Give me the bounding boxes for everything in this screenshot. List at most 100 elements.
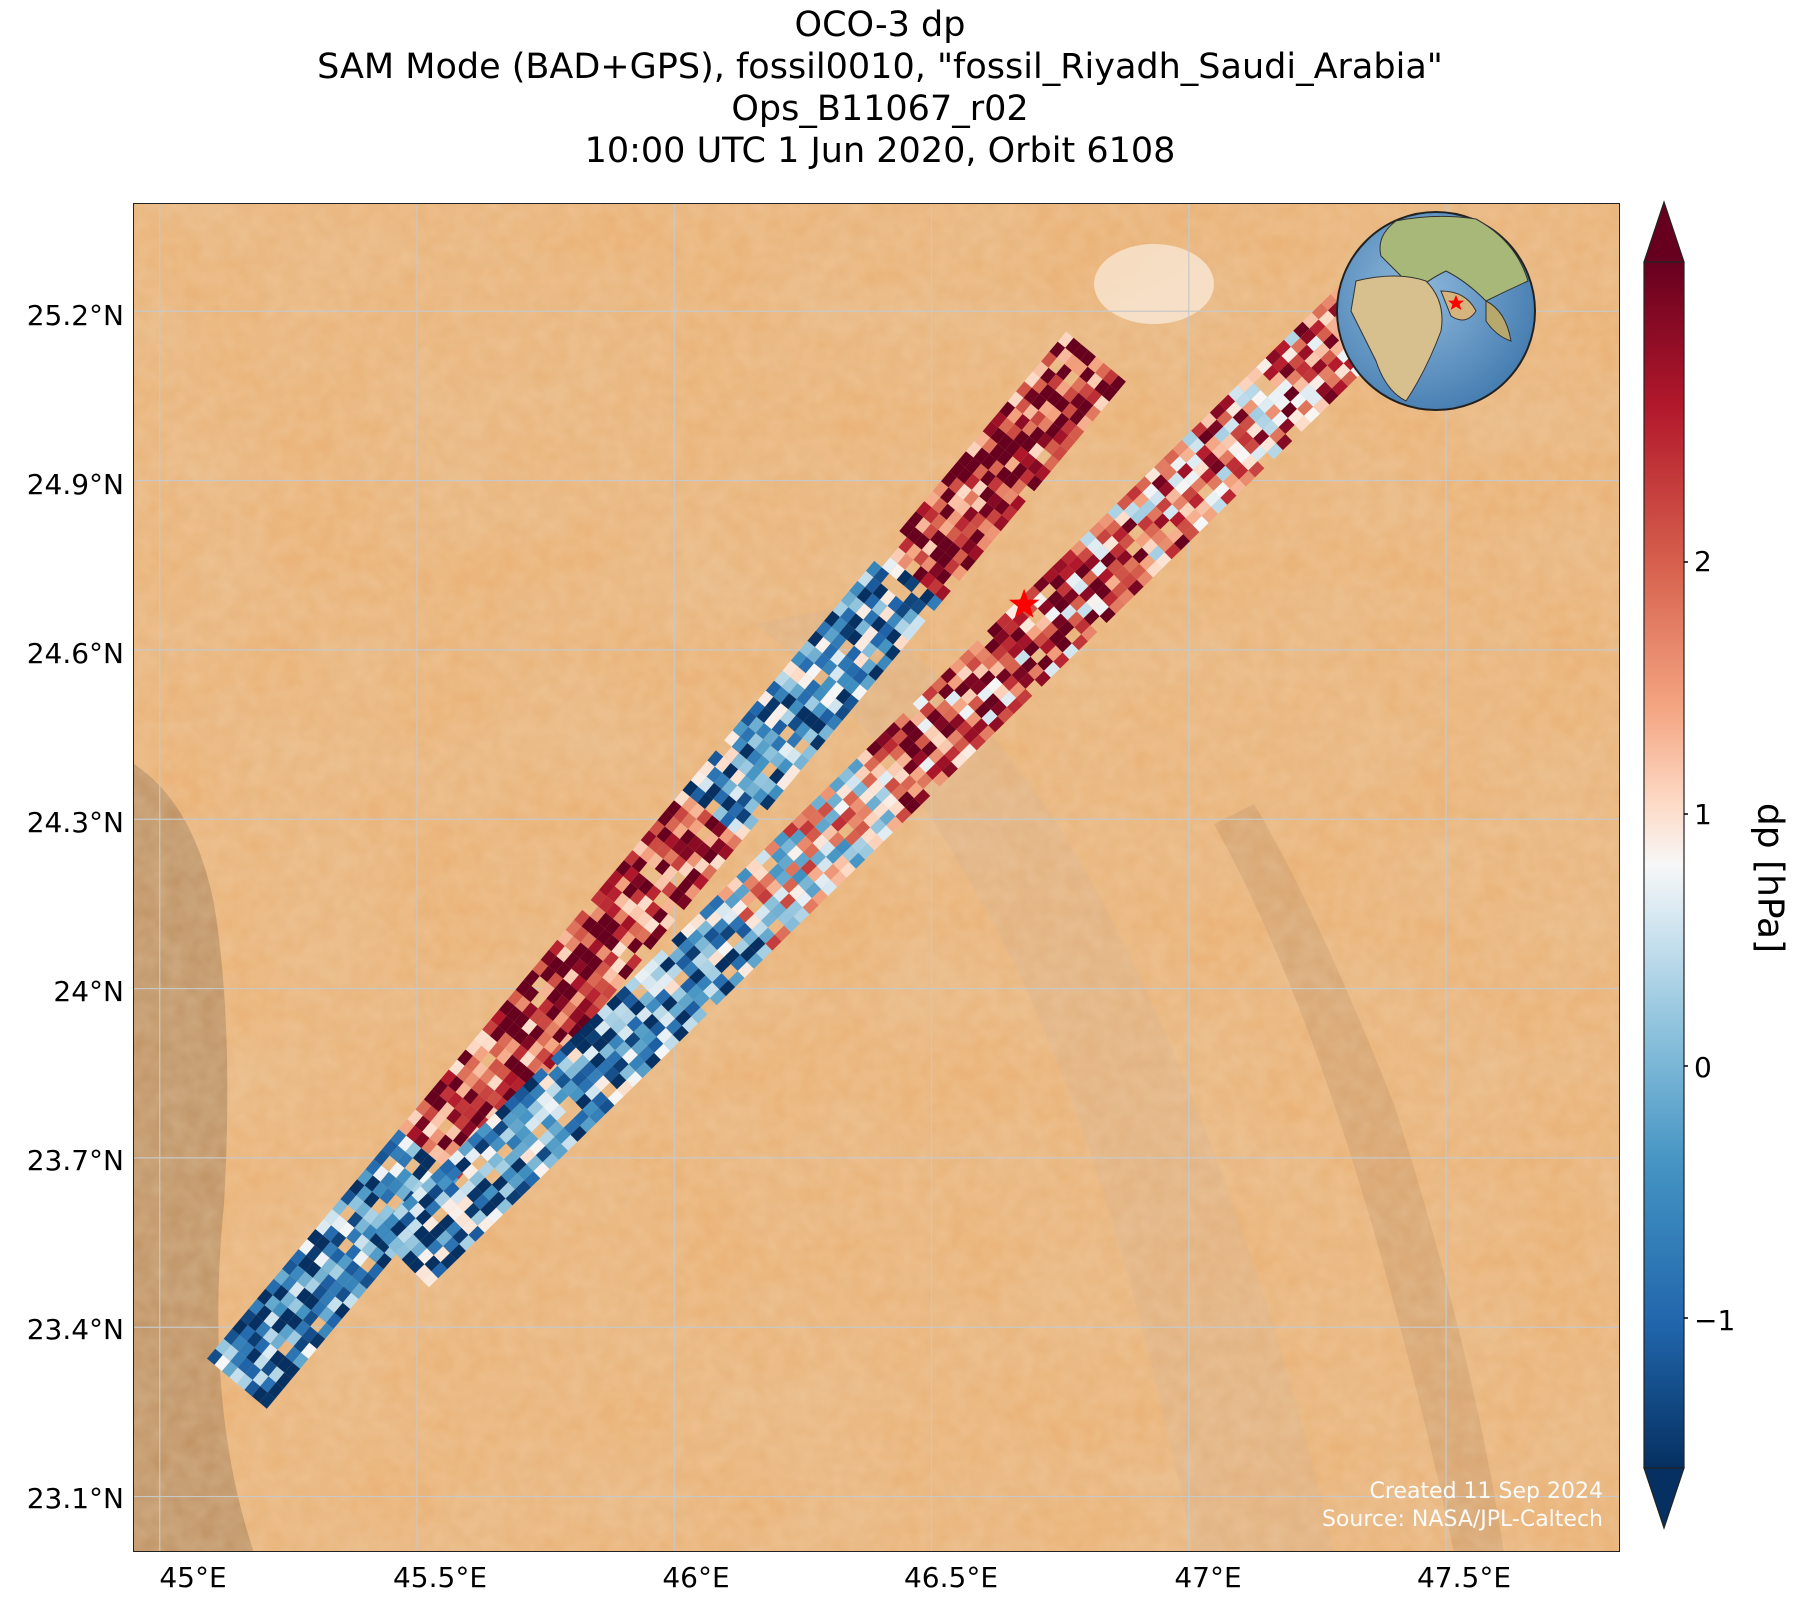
sounding-cell [920,556,937,573]
sounding-cell [926,708,943,725]
sounding-cell [747,952,764,969]
sounding-cell [955,483,972,500]
sounding-cell [252,1370,269,1387]
sounding-cell [730,954,747,971]
sounding-cell [644,1052,661,1069]
sounding-cell [1085,389,1102,406]
sounding-cell [1325,372,1342,389]
sounding-cell [254,1337,271,1354]
sounding-cell [738,759,754,776]
sounding-cell [1123,501,1140,518]
sounding-cell [775,870,792,887]
sounding-cell [499,1127,516,1144]
sounding-cell [965,711,982,728]
sounding-cell [939,503,956,520]
sounding-cell [754,755,770,772]
sounding-cell [859,674,876,691]
sounding-cell [753,771,769,788]
sounding-cell [1307,335,1324,352]
sounding-cell [322,1241,338,1258]
sounding-cell [784,764,801,781]
sounding-cell [1018,672,1035,689]
sounding-cell [1139,554,1156,571]
sounding-cell [1007,391,1024,408]
sounding-cell [972,663,989,680]
sounding-cell [1146,506,1163,523]
sounding-cell [963,672,980,689]
sounding-cell [1200,412,1217,429]
sounding-cell [433,1246,450,1263]
sounding-cell [781,676,798,694]
sounding-cell [511,1060,528,1078]
sounding-cell [422,1216,439,1233]
sounding-cell [845,774,862,791]
sounding-cell [610,957,627,974]
sounding-cell [286,1330,302,1347]
sounding-cell [852,781,869,798]
sounding-cell [987,476,1004,493]
sounding-cell [382,1139,398,1156]
sounding-cell [797,673,814,690]
sounding-cell [718,844,734,861]
sounding-cell [726,834,743,851]
sounding-cell [538,1129,555,1146]
sounding-cell [1001,505,1018,522]
sounding-cell [1276,434,1293,451]
sounding-cell [1331,379,1348,396]
sounding-cell [414,1115,431,1132]
sounding-cell [739,743,755,760]
sounding-cell [281,1275,297,1292]
sounding-cell [422,1271,439,1288]
sounding-cell [988,661,1005,678]
sounding-cell [603,951,619,968]
sounding-cell [1156,497,1173,514]
sounding-cell [1295,360,1312,377]
sounding-cell [843,694,859,711]
sounding-cell [482,1019,499,1036]
sounding-cell [805,882,822,899]
sounding-cell [978,502,995,519]
sounding-cell [779,893,796,910]
sounding-cell [816,856,833,873]
sounding-cell [937,738,954,755]
sounding-cell [1110,375,1126,392]
sounding-cell [538,982,555,999]
sounding-cell [795,891,812,908]
sounding-cell [670,855,687,872]
sounding-cell [438,1214,455,1231]
sounding-cell [293,1336,310,1353]
sounding-cell [666,963,683,980]
sounding-cell [1026,475,1043,492]
sounding-cell [1327,356,1344,373]
sounding-cell [1076,415,1093,432]
sounding-cell [763,729,780,746]
sounding-cell [515,979,532,996]
sounding-cell [672,822,689,839]
sounding-cell [979,486,996,503]
sounding-cell [910,710,927,727]
sounding-cell [1102,590,1119,607]
sounding-cell [560,1017,577,1034]
sounding-cell [789,829,806,846]
sounding-cell [362,1207,379,1225]
sounding-cell [963,489,980,507]
sounding-cell [535,1146,552,1163]
sounding-cell [858,843,875,860]
sounding-cell [1234,447,1251,464]
sounding-cell [812,685,829,702]
sounding-cell [1005,603,1022,620]
sounding-cell [561,1134,578,1151]
sounding-cell [684,883,701,901]
sounding-cell [601,983,618,1000]
sounding-cell [1199,467,1216,484]
sounding-cell [523,969,540,986]
sounding-cell [1195,499,1212,516]
sounding-cell [959,649,976,666]
title-line-4: 10:00 UTC 1 Jun 2020, Orbit 6108 [584,131,1176,171]
sounding-cell [1292,376,1309,393]
sounding-cell [446,1108,463,1125]
sounding-cell [1206,474,1223,491]
sounding-cell [1141,538,1158,555]
sounding-cell [459,1179,476,1196]
sounding-cell [557,929,574,947]
